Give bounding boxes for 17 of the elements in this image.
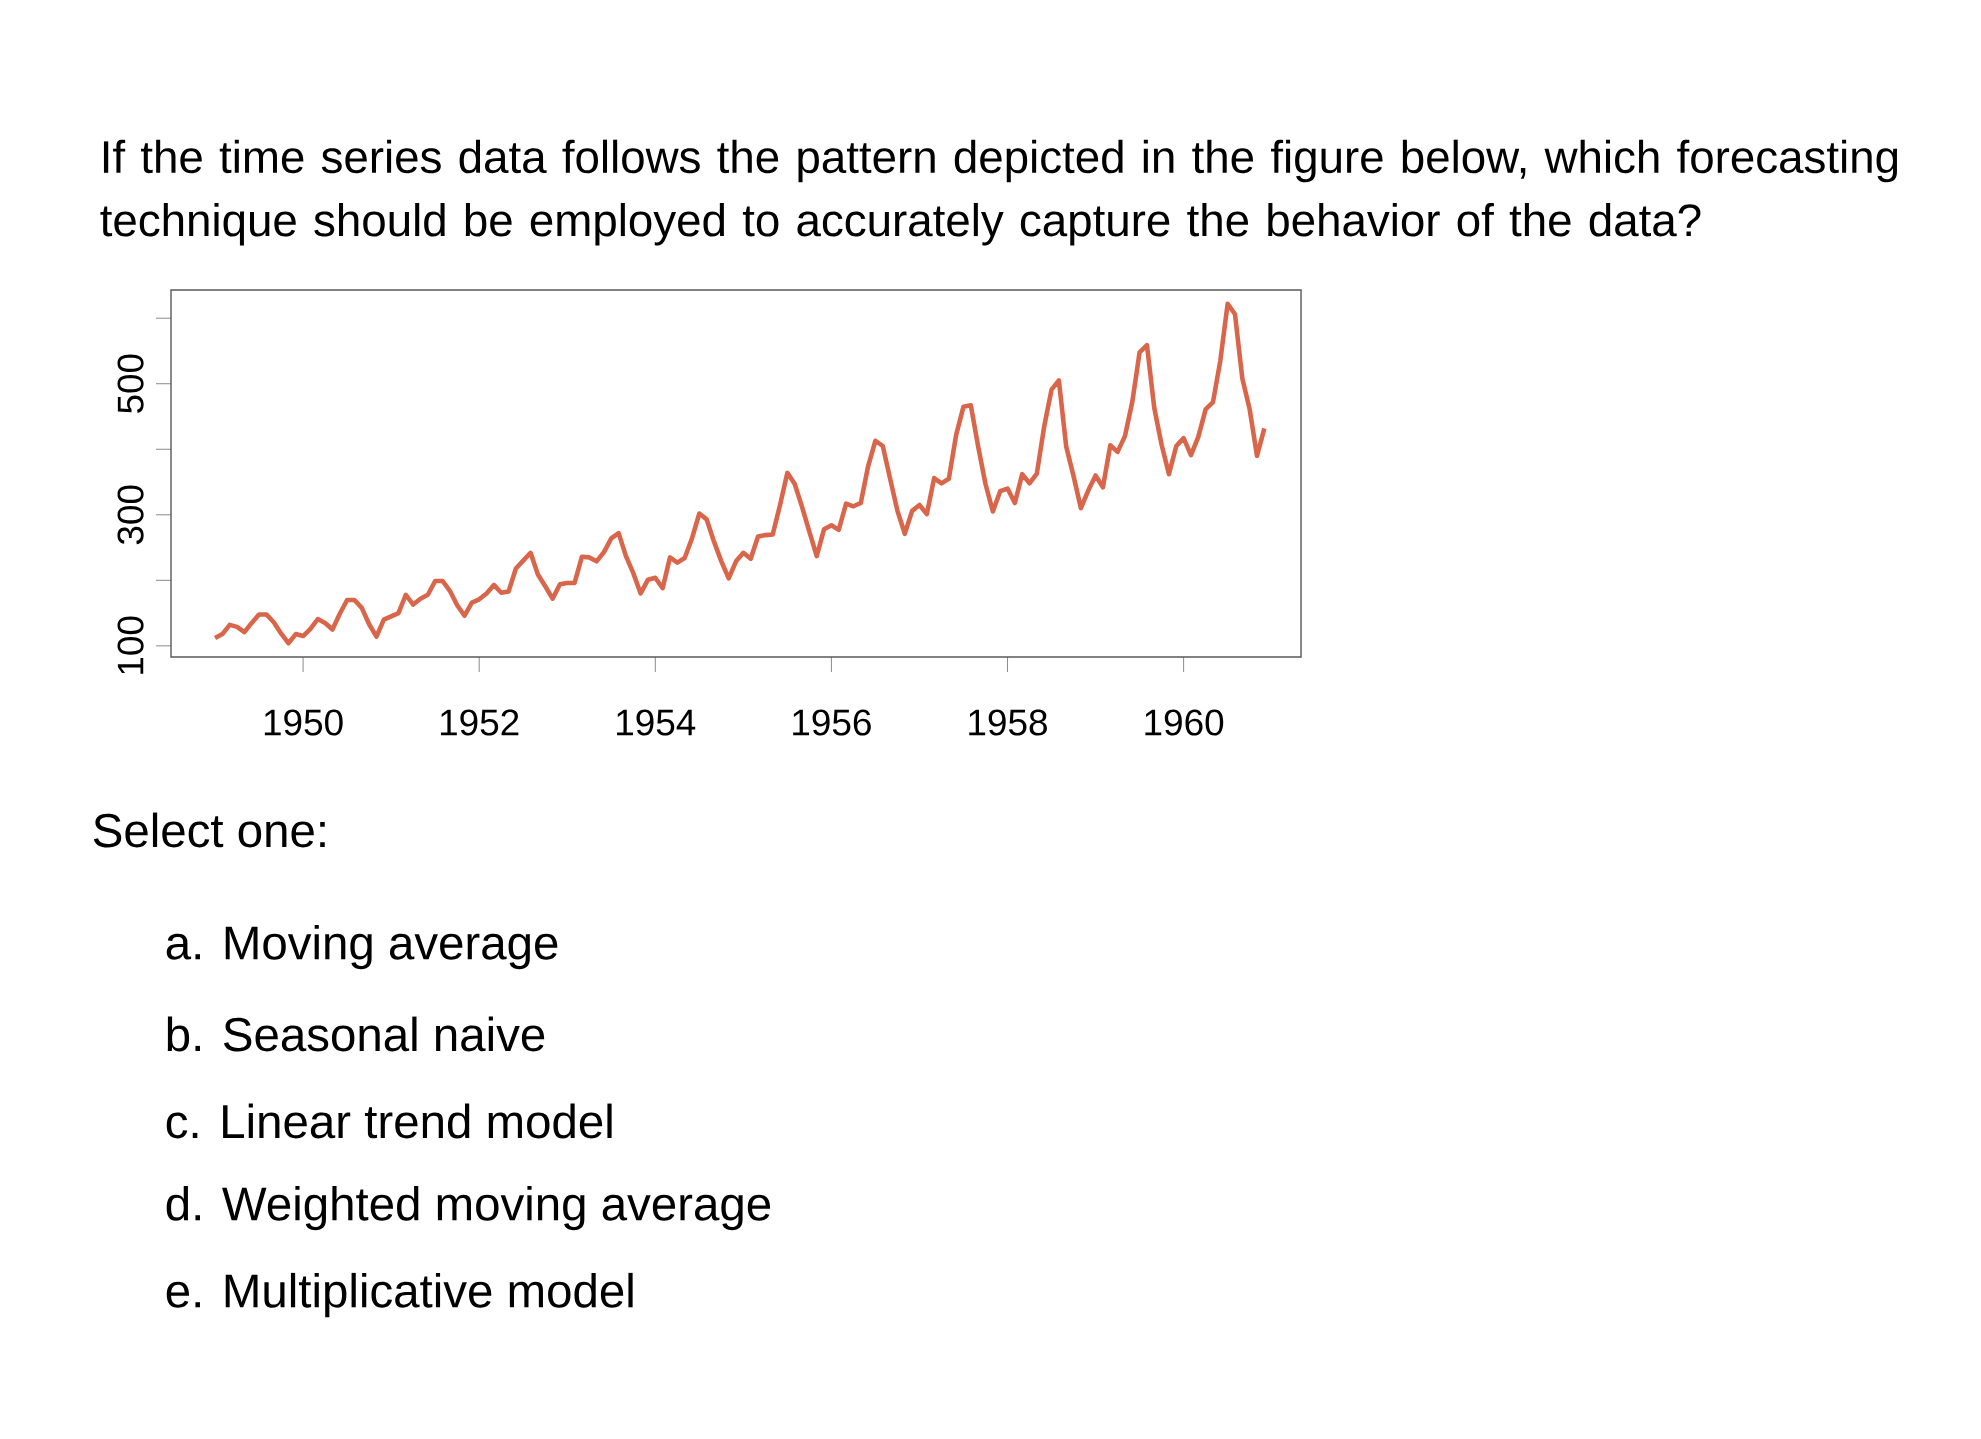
text: Select one: xyxy=(93,812,325,848)
text: e. Multiplicative model xyxy=(166,1272,633,1318)
text: a. Moving average xyxy=(166,924,558,970)
x-tick-label: 1956 xyxy=(793,709,871,736)
line-series xyxy=(212,301,1267,646)
y-tick-label: 300 xyxy=(117,485,144,545)
text: c. Linear trend model xyxy=(166,1103,612,1139)
chart-title: If the time series data follows the pattern depicted in the figure below, which forecasting technique should be employed to accurately capture the behavior of the data? xyxy=(100,139,1898,246)
x-tick-label: 1960 xyxy=(1145,709,1224,736)
y-tick-label: 500 xyxy=(117,354,144,414)
y-tick-label: 100 xyxy=(117,616,144,674)
x-tick-label: 1954 xyxy=(617,709,696,736)
x-tick-label: 1950 xyxy=(264,709,343,736)
text: b. Seasonal naive xyxy=(167,1016,545,1052)
x-tick-label: 1952 xyxy=(440,709,519,736)
x-tick-label: 1958 xyxy=(969,709,1047,736)
text: d. Weighted moving average xyxy=(166,1185,771,1231)
